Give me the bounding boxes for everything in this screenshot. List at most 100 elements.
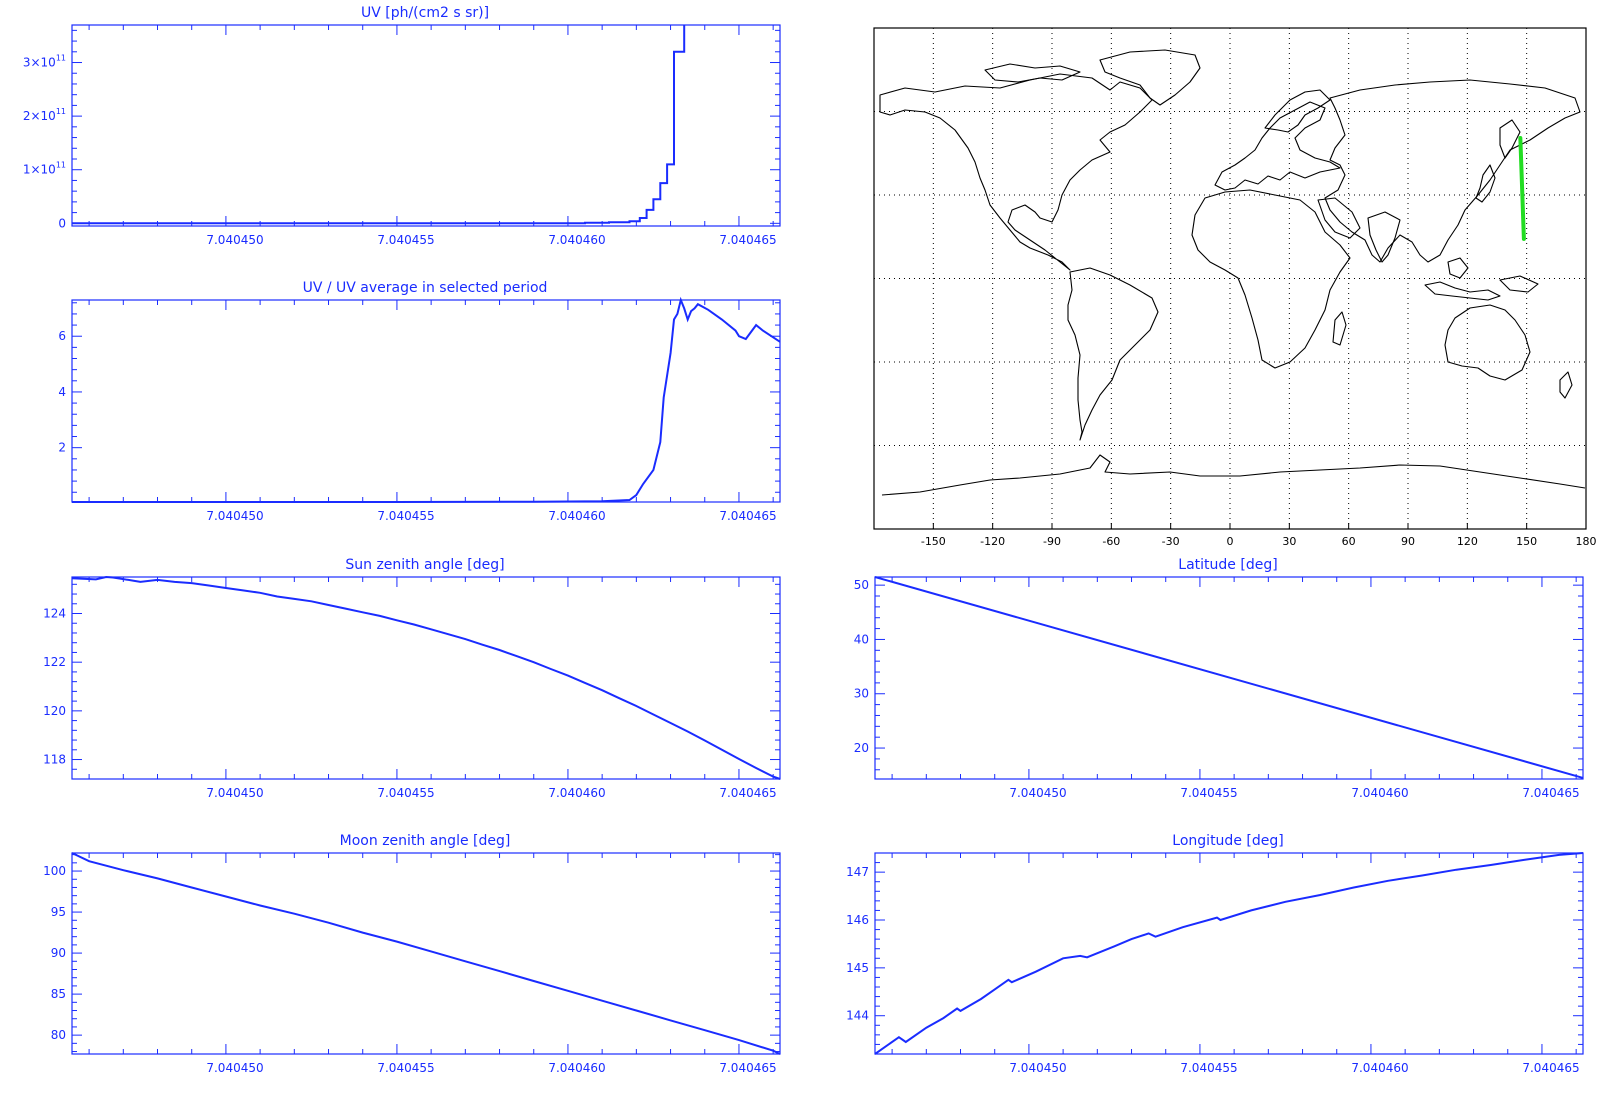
- coastline-arctic-islands: [984, 63, 1081, 83]
- y-tick-labels: 20 30 40 50: [854, 578, 869, 755]
- x-tick-label: 7.040455: [377, 233, 434, 247]
- ticks: [72, 300, 780, 502]
- y-tick-label: 147: [846, 865, 869, 879]
- x-tick-label: 7.040450: [206, 1061, 263, 1075]
- x-tick-label: 7.040455: [377, 509, 434, 523]
- y-tick-label: 4: [58, 385, 66, 399]
- y-tick-label: 124: [43, 607, 66, 621]
- lon-tick-label: 120: [1457, 535, 1478, 548]
- x-tick-label: 7.040450: [1009, 1061, 1066, 1075]
- x-tick-label: 7.040455: [377, 1061, 434, 1075]
- x-tick-label: 7.040460: [548, 786, 605, 800]
- x-tick-label: 7.040465: [1522, 1061, 1579, 1075]
- coastline-india: [1367, 211, 1401, 263]
- latitude-panel: Latitude [deg] 20 30 40 50 7.040450 7.04045…: [854, 557, 1584, 800]
- longitude-series-line: [874, 852, 1584, 1055]
- coastline-kamchatka: [1499, 119, 1521, 159]
- y-tick-label: 3×1011: [23, 54, 66, 70]
- chart-title: Sun zenith angle [deg]: [345, 557, 504, 573]
- lon-tick-label: -90: [1043, 535, 1061, 548]
- x-tick-label: 7.040450: [1009, 786, 1066, 800]
- coastline-borneo: [1447, 257, 1469, 279]
- uv-ratio-panel: UV / UV average in selected period 2 4 6 7…: [58, 280, 781, 523]
- x-tick-label: 7.040460: [548, 233, 605, 247]
- x-tick-label: 7.040460: [1351, 1061, 1408, 1075]
- latitude-series-line: [874, 576, 1584, 779]
- map-coastlines: [879, 49, 1586, 496]
- x-tick-labels: 7.040450 7.040455 7.040460 7.040465: [1009, 1061, 1579, 1075]
- lon-tick-label: 30: [1282, 535, 1296, 548]
- y-tick-labels: 80 85 90 95 100: [43, 864, 66, 1042]
- moon-zenith-panel: Moon zenith angle [deg] 80 85 90 95 100 7.04…: [43, 833, 781, 1075]
- plot-frame: [71, 24, 781, 227]
- lon-tick-label: -120: [980, 535, 1005, 548]
- longitude-panel: Longitude [deg] 144 145 146 147 7.040450 7.…: [846, 833, 1584, 1075]
- coastline-australia: [1444, 304, 1531, 381]
- x-tick-labels: 7.040450 7.040455 7.040460 7.040465: [206, 509, 776, 523]
- chart-title: UV [ph/(cm2 s sr)]: [361, 5, 489, 21]
- lon-tick-label: -60: [1102, 535, 1120, 548]
- lon-tick-label: 0: [1227, 535, 1234, 548]
- ticks: [72, 853, 780, 1054]
- coastline-arabia: [1317, 197, 1361, 239]
- coastline-new-guinea: [1499, 275, 1539, 293]
- coastline-greenland: [1099, 49, 1201, 106]
- y-tick-labels: 0 1×1011 2×1011 3×1011: [23, 54, 66, 231]
- x-tick-labels: 7.040450 7.040455 7.040460 7.040465: [206, 786, 776, 800]
- coastline-europe: [1214, 101, 1341, 191]
- coastline-africa: [1191, 189, 1351, 369]
- y-tick-label: 20: [854, 741, 869, 755]
- x-tick-label: 7.040460: [1351, 786, 1408, 800]
- plot-frame: [874, 576, 1584, 780]
- chart-title: Moon zenith angle [deg]: [340, 833, 511, 849]
- lon-tick-label: -150: [921, 535, 946, 548]
- y-tick-label: 50: [854, 578, 869, 592]
- coastline-antarctica: [881, 454, 1586, 496]
- y-tick-exponent: 11: [56, 54, 66, 63]
- y-tick-exponent: 11: [56, 161, 66, 170]
- lon-tick-label: 180: [1576, 535, 1597, 548]
- y-tick-labels: 2 4 6: [58, 329, 66, 454]
- y-tick-label: 146: [846, 913, 869, 927]
- y-tick-label: 80: [51, 1028, 66, 1042]
- y-tick-label: 30: [854, 687, 869, 701]
- x-tick-label: 7.040465: [719, 1061, 776, 1075]
- x-tick-label: 7.040460: [548, 1061, 605, 1075]
- y-tick-label: 118: [43, 753, 66, 767]
- uv-ratio-series-line: [72, 296, 781, 503]
- coastline-south-america: [1067, 267, 1159, 441]
- coastline-japan: [1475, 164, 1496, 203]
- x-tick-label: 7.040455: [377, 786, 434, 800]
- y-tick-label: 145: [846, 961, 869, 975]
- coastline-asia: [1324, 79, 1581, 263]
- coastline-madagascar: [1332, 311, 1347, 346]
- x-tick-labels: 7.040450 7.040455 7.040460 7.040465: [206, 233, 776, 247]
- y-tick-label: 122: [43, 655, 66, 669]
- x-tick-labels: 7.040450 7.040455 7.040460 7.040465: [206, 1061, 776, 1075]
- ticks: [72, 577, 780, 780]
- uv-panel: UV [ph/(cm2 s sr)] 0 1×1011 2×1011 3×1011 7…: [23, 5, 781, 247]
- longitude-tick-labels: -150 -120 -90 -60 -30 0 30 60 90 120 150…: [921, 535, 1597, 548]
- uv-series-line: [72, 25, 686, 225]
- sun-zenith-series-line: [71, 575, 781, 780]
- sun-zenith-panel: Sun zenith angle [deg] 118 120 122 124 7.04…: [43, 557, 781, 800]
- lon-tick-label: 60: [1342, 535, 1356, 548]
- map-graticule: [874, 28, 1586, 529]
- x-tick-labels: 7.040450 7.040455 7.040460 7.040465: [1009, 786, 1579, 800]
- ticks: [875, 852, 1583, 1054]
- x-tick-label: 7.040450: [206, 509, 263, 523]
- lon-tick-label: -30: [1162, 535, 1180, 548]
- y-tick-label: 1×1011: [23, 161, 66, 177]
- y-tick-label: 95: [51, 905, 66, 919]
- plot-frame: [71, 576, 781, 780]
- x-tick-label: 7.040450: [206, 786, 263, 800]
- y-tick-label: 90: [51, 946, 66, 960]
- moon-zenith-series-line: [71, 852, 781, 1055]
- y-tick-label: 2×1011: [23, 107, 66, 123]
- chart-title: UV / UV average in selected period: [303, 280, 548, 296]
- y-tick-label: 0: [58, 216, 66, 230]
- y-tick-label: 40: [854, 632, 869, 646]
- world-map-panel: -150 -120 -90 -60 -30 0 30 60 90 120 150…: [873, 27, 1597, 548]
- y-tick-exponent: 11: [56, 107, 66, 116]
- y-tick-label: 85: [51, 987, 66, 1001]
